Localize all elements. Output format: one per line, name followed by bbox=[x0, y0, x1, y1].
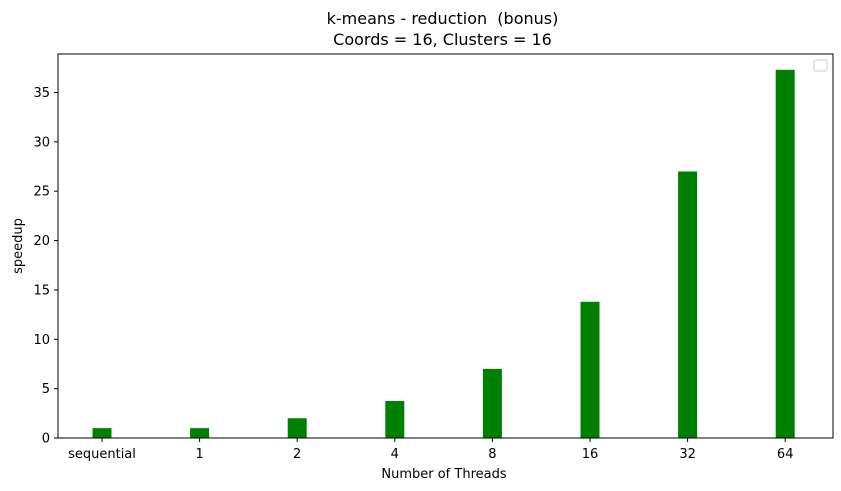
x-tick-label: 16 bbox=[582, 447, 599, 462]
y-tick-label: 15 bbox=[33, 283, 50, 298]
x-tick-label: 8 bbox=[488, 447, 496, 462]
x-tick-label: 1 bbox=[195, 447, 203, 462]
bar-2 bbox=[287, 418, 307, 438]
x-tick-label: 2 bbox=[293, 447, 301, 462]
bar-4 bbox=[385, 400, 405, 438]
bar-64 bbox=[775, 69, 795, 438]
x-tick-label: sequential bbox=[68, 447, 136, 462]
y-tick-label: 0 bbox=[42, 432, 50, 447]
y-tick-label: 30 bbox=[33, 135, 50, 150]
x-axis-label: Number of Threads bbox=[381, 467, 506, 482]
x-tick-label: 4 bbox=[391, 447, 399, 462]
x-tick-label: 64 bbox=[777, 447, 794, 462]
legend-box bbox=[813, 59, 828, 72]
x-tick-label: 32 bbox=[679, 447, 696, 462]
bars-group bbox=[92, 69, 795, 438]
bar-32 bbox=[678, 171, 698, 438]
y-tick-label: 20 bbox=[33, 234, 50, 249]
bar-sequential bbox=[92, 428, 112, 438]
bar-8 bbox=[482, 368, 502, 438]
y-tick-label: 25 bbox=[33, 185, 50, 200]
x-axis: sequential 1 2 4 8 16 32 64 bbox=[68, 438, 793, 462]
y-axis: 0 5 10 15 20 25 30 35 bbox=[33, 86, 58, 447]
y-axis-label: speedup bbox=[11, 218, 26, 274]
bar-16 bbox=[580, 301, 600, 438]
y-tick-label: 5 bbox=[42, 382, 50, 397]
chart-title: k-means - reduction (bonus) bbox=[326, 9, 559, 28]
chart-subtitle: Coords = 16, Clusters = 16 bbox=[333, 30, 552, 49]
plot-frame bbox=[57, 53, 834, 439]
bar-1 bbox=[190, 428, 210, 438]
y-tick-label: 35 bbox=[33, 86, 50, 101]
y-tick-label: 10 bbox=[33, 333, 50, 348]
